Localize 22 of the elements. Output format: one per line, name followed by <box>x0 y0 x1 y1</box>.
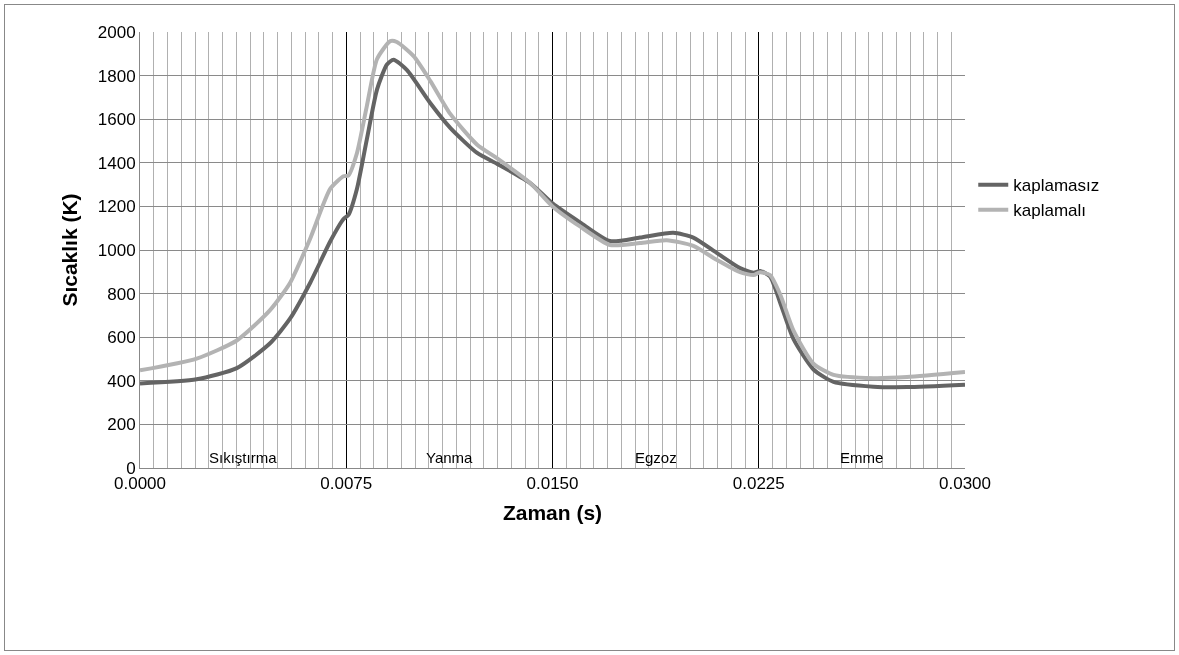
y-tick-label: 1000 <box>97 240 136 260</box>
legend-label: kaplamasız <box>1013 176 1100 196</box>
y-tick-label: 1600 <box>97 110 136 130</box>
y-axis-title: Sıcaklık (K) <box>57 193 81 307</box>
y-tick-label: 600 <box>107 328 136 348</box>
annotation: Yanma <box>426 449 474 466</box>
y-tick-label: 800 <box>107 284 136 304</box>
x-tick-label: 0.0075 <box>320 474 373 494</box>
annotation: Emme <box>840 449 884 466</box>
y-tick-label: 1200 <box>97 197 136 217</box>
annotation: Sıkıştırma <box>209 449 278 466</box>
x-tick-label: 0.0150 <box>526 474 579 494</box>
y-tick-label: 200 <box>107 415 136 435</box>
x-tick-label: 0.0300 <box>939 474 991 494</box>
x-axis-title: Zaman (s) <box>502 500 603 524</box>
y-tick-label: 2000 <box>97 22 136 42</box>
y-tick-label: 400 <box>107 371 136 391</box>
y-tick-label: 1400 <box>97 153 136 173</box>
x-tick-label: 0.0225 <box>732 474 785 494</box>
annotation: Egzoz <box>635 449 677 466</box>
y-tick-label: 1800 <box>97 66 136 86</box>
legend-label: kaplamalı <box>1013 201 1087 221</box>
